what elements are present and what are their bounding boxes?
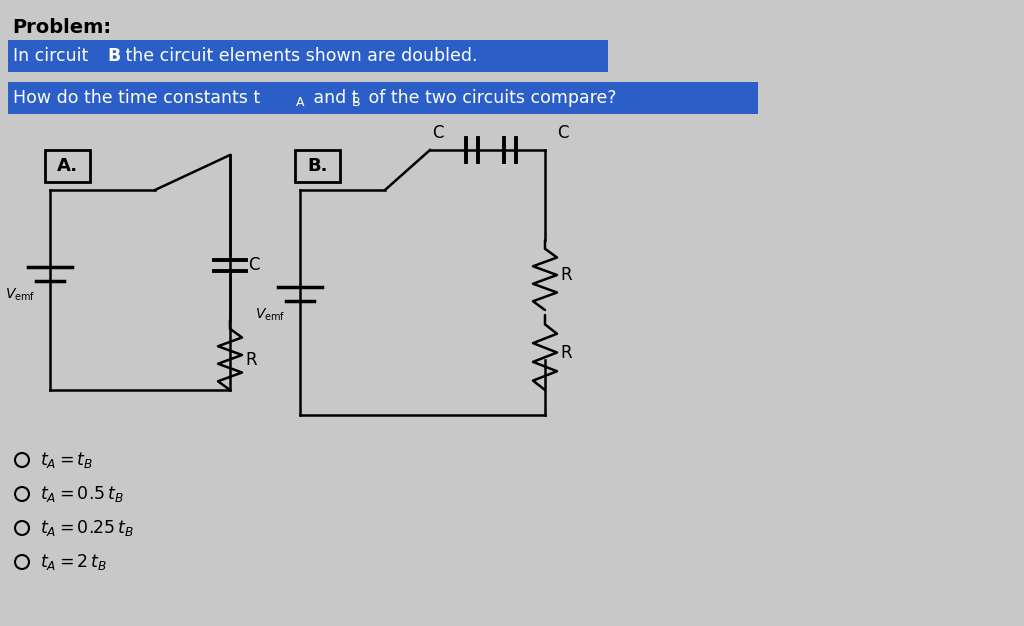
Bar <box>45 150 90 182</box>
Text: $V_{\mathsf{emf}}$: $V_{\mathsf{emf}}$ <box>255 307 286 323</box>
Text: R: R <box>560 344 571 361</box>
Text: A.: A. <box>57 157 78 175</box>
Text: C: C <box>432 124 444 142</box>
Text: the circuit elements shown are doubled.: the circuit elements shown are doubled. <box>120 47 477 65</box>
Text: $t_A = 0.5\,t_B$: $t_A = 0.5\,t_B$ <box>40 484 124 504</box>
Text: of the two circuits compare?: of the two circuits compare? <box>362 89 616 107</box>
Bar <box>295 150 340 182</box>
Text: A: A <box>296 96 304 108</box>
Text: $t_A = 2\,t_B$: $t_A = 2\,t_B$ <box>40 552 108 572</box>
Text: R: R <box>245 351 257 369</box>
Bar <box>8 40 608 72</box>
Text: C: C <box>557 124 568 142</box>
Text: $V_{\mathsf{emf}}$: $V_{\mathsf{emf}}$ <box>5 287 35 303</box>
Text: $t_A = t_B$: $t_A = t_B$ <box>40 450 93 470</box>
Text: Problem:: Problem: <box>12 18 112 37</box>
Bar <box>8 82 758 114</box>
Text: C: C <box>248 256 259 274</box>
Text: How do the time constants t: How do the time constants t <box>13 89 260 107</box>
Text: B: B <box>352 96 360 108</box>
Text: B: B <box>106 47 120 65</box>
Text: R: R <box>560 266 571 284</box>
Text: In circuit: In circuit <box>13 47 94 65</box>
Text: and t: and t <box>308 89 358 107</box>
Text: B.: B. <box>307 157 328 175</box>
Text: $t_A = 0.25\,t_B$: $t_A = 0.25\,t_B$ <box>40 518 134 538</box>
